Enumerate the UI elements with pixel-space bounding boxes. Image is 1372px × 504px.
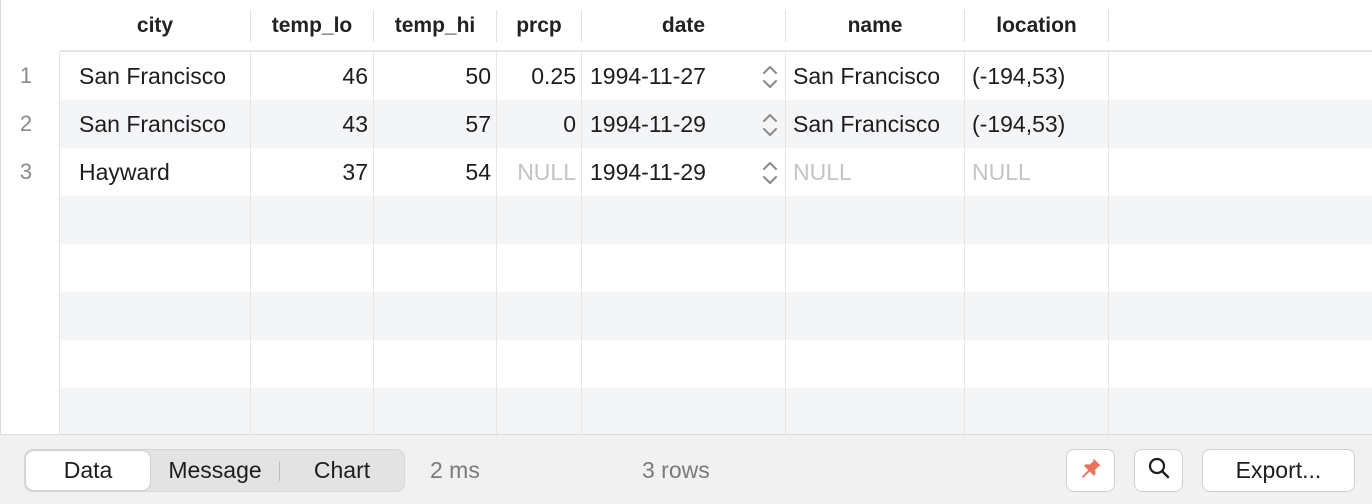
pin-button[interactable] (1066, 449, 1115, 492)
tab-divider (279, 461, 280, 481)
cell-prcp[interactable]: 0 (563, 111, 576, 137)
empty-row (60, 244, 1372, 292)
date-stepper-icon[interactable] (762, 112, 778, 138)
column-header-date[interactable]: date (582, 10, 786, 42)
date-stepper-icon[interactable] (762, 160, 778, 186)
row-number: 2 (19, 111, 33, 136)
cell-temp-hi[interactable]: 50 (465, 63, 491, 89)
cell-location[interactable]: (-194,53) (972, 63, 1066, 89)
results-toolbar: Data Message Chart 2 ms 3 rows Export... (0, 434, 1372, 504)
elapsed-time: 2 ms (430, 457, 480, 483)
tab-chart[interactable]: Chart (313, 457, 371, 483)
column-divider (964, 52, 965, 434)
column-header-temp-lo[interactable]: temp_lo (251, 10, 374, 42)
cell-name[interactable]: San Francisco (793, 63, 941, 89)
cell-city[interactable]: Hayward (79, 159, 170, 185)
cell-name-null[interactable]: NULL (793, 159, 852, 185)
empty-row (60, 340, 1372, 388)
cell-name[interactable]: San Francisco (793, 111, 941, 137)
column-header-prcp[interactable]: prcp (497, 10, 582, 42)
column-divider (496, 52, 497, 434)
row-number: 1 (19, 63, 33, 88)
view-tabs: Data Message Chart (24, 449, 405, 492)
row-count: 3 rows (642, 457, 710, 483)
column-header-temp-hi[interactable]: temp_hi (374, 10, 497, 42)
cell-prcp[interactable]: 0.25 (531, 63, 576, 89)
export-button[interactable]: Export... (1202, 449, 1355, 492)
empty-row (60, 196, 1372, 244)
table-row[interactable] (60, 100, 1372, 148)
column-header-city[interactable]: city (60, 10, 251, 42)
tab-message[interactable]: Message (168, 457, 262, 483)
column-divider (785, 52, 786, 434)
row-number: 3 (19, 159, 33, 184)
row-number-gutter (0, 52, 60, 434)
cell-date[interactable]: 1994-11-29 (590, 111, 706, 137)
column-header-location[interactable]: location (965, 10, 1109, 42)
cell-location[interactable]: (-194,53) (972, 111, 1066, 137)
date-stepper-icon[interactable] (762, 64, 778, 90)
tab-data[interactable]: Data (26, 451, 150, 490)
column-header-row (60, 0, 1372, 52)
cell-temp-hi[interactable]: 54 (465, 159, 491, 185)
cell-temp-lo[interactable]: 46 (342, 63, 368, 89)
pin-icon (1079, 456, 1103, 486)
search-button[interactable] (1134, 449, 1183, 492)
cell-temp-lo[interactable]: 43 (342, 111, 368, 137)
column-header-name[interactable]: name (786, 10, 965, 42)
cell-date[interactable]: 1994-11-27 (590, 63, 706, 89)
cell-city[interactable]: San Francisco (79, 63, 227, 89)
column-divider (250, 52, 251, 434)
empty-row (60, 292, 1372, 340)
cell-date[interactable]: 1994-11-29 (590, 159, 706, 185)
column-divider (581, 52, 582, 434)
results-grid: city temp_lo temp_hi prcp date name loca… (0, 0, 1372, 434)
cell-temp-lo[interactable]: 37 (342, 159, 368, 185)
empty-row (60, 388, 1372, 434)
column-divider (1108, 52, 1109, 434)
search-icon (1147, 456, 1171, 486)
cell-temp-hi[interactable]: 57 (465, 111, 491, 137)
grid-left-border (0, 0, 1, 434)
cell-city[interactable]: San Francisco (79, 111, 227, 137)
column-divider (373, 52, 374, 434)
cell-location-null[interactable]: NULL (972, 159, 1031, 185)
cell-prcp-null[interactable]: NULL (517, 159, 576, 185)
